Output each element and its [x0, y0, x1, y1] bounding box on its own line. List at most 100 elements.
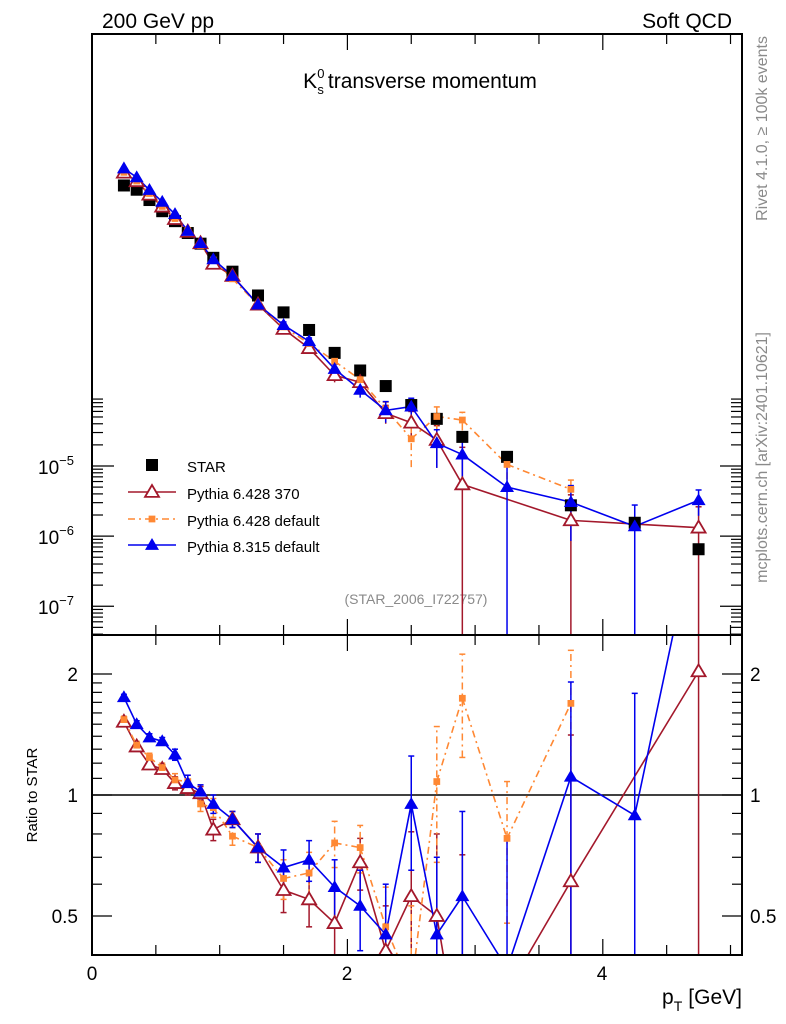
- ratio-tick-label-2-left: 2: [67, 665, 78, 686]
- ratio-point-p8_default: [129, 717, 144, 730]
- title-sub: s: [317, 82, 324, 97]
- ratio-series-line-p6_370: [527, 880, 572, 955]
- legend-label-p6-default: Pythia 6.428 default: [187, 513, 320, 530]
- ratio-point-p8_default: [155, 734, 170, 747]
- main-point-p6_370: [690, 518, 708, 534]
- main-series-line-p8_default: [570, 501, 636, 528]
- ratio-series-line-p6_default: [359, 847, 387, 928]
- ratio-point-p6_370: [428, 907, 446, 922]
- analysis-id: (STAR_2006_I722757): [345, 591, 488, 607]
- x-tick-label-4: 4: [597, 964, 608, 985]
- ratio-point-p6_default: [305, 869, 313, 877]
- x-tick-label-0: 0: [87, 964, 98, 985]
- ratio-point-p6_370: [562, 872, 580, 888]
- ratio-point-p6_default: [158, 764, 166, 771]
- main-point-p8_default: [500, 480, 515, 493]
- main-series-line-p8_default: [461, 453, 508, 488]
- star-data-point: [354, 364, 367, 377]
- star-data-point: [456, 430, 469, 443]
- ratio-point-p6_370: [690, 662, 708, 678]
- x-tick-label-2: 2: [342, 964, 353, 985]
- side-text-bottom: mcplots.cern.ch [arXiv:2401.10621]: [754, 332, 771, 583]
- main-point-p6_default: [331, 357, 339, 365]
- main-point-p8_default: [691, 493, 706, 506]
- main-point-p8_default: [455, 447, 470, 460]
- main-point-p6_default: [503, 461, 511, 468]
- legend-symbol-p6_default: [148, 515, 156, 523]
- ratio-point-p6_370: [140, 755, 159, 771]
- ratio-point-p6_370: [204, 820, 222, 836]
- ratio-point-p8_default: [404, 796, 419, 809]
- ratio-series-line-p6_default: [283, 872, 310, 880]
- legend-symbol-star: [146, 459, 158, 471]
- side-text-top: Rivet 4.1.0, ≥ 100k events: [754, 36, 771, 221]
- header-right: Soft QCD: [642, 10, 732, 33]
- ratio-point-p8_default: [168, 747, 183, 760]
- ratio-series-line-p6_default: [212, 807, 234, 837]
- ratio-point-p6_default: [458, 694, 466, 702]
- legend: STAR Pythia 6.428 370 Pythia 6.428 defau…: [128, 459, 320, 556]
- ratio-point-p6_default: [382, 923, 390, 931]
- main-point-p6_370: [326, 366, 344, 382]
- header-left: 200 GeV pp: [102, 10, 214, 33]
- star-data-point: [252, 289, 265, 302]
- ratio-point-p8_default: [327, 880, 342, 893]
- ratio-series-line-p8_default: [510, 776, 572, 955]
- main-point-p8_default: [627, 519, 642, 532]
- legend-symbol-p6_370: [143, 483, 161, 498]
- main-point-p8_default: [193, 236, 208, 248]
- ratio-point-p8_default: [251, 840, 266, 853]
- main-point-p8_default: [129, 170, 144, 183]
- ratio-point-p6_default: [229, 832, 236, 840]
- ratio-point-p8_default: [193, 784, 208, 797]
- title-sup: 0: [317, 66, 324, 81]
- star-data-point: [692, 543, 705, 556]
- ratio-point-p8_default: [378, 927, 393, 940]
- ratio-series-line-p8_default: [410, 803, 438, 935]
- main-point-p8_default: [225, 268, 240, 281]
- ratio-point-p6_default: [503, 835, 511, 842]
- ratio-tick-label-1-left: 1: [67, 786, 78, 807]
- main-point-p6_default: [433, 413, 441, 420]
- ratio-tick-label-1-right: 1: [750, 786, 761, 807]
- ratio-tick-label-2-right: 2: [750, 665, 761, 686]
- ratio-series-line-p8_default: [633, 635, 674, 816]
- ratio-point-p6_default: [146, 754, 153, 761]
- ratio-series-line-p8_default: [570, 776, 636, 817]
- y-tick-label-1e-6: 10−6: [38, 523, 74, 549]
- ratio-series-line-p6_370: [199, 792, 215, 830]
- star-data-point: [328, 346, 341, 359]
- ratio-point-p8_default: [225, 812, 240, 825]
- main-point-p8_default: [251, 297, 266, 310]
- main-point-p8_default: [116, 161, 131, 174]
- ratio-tick-label-0.5-right: 0.5: [750, 907, 776, 928]
- main-point-p8_default: [206, 252, 221, 265]
- ratio-series-line-p6_default: [461, 698, 508, 839]
- main-point-p6_370: [562, 511, 580, 527]
- ratio-point-p8_default: [429, 927, 444, 940]
- main-point-p6_default: [356, 376, 364, 384]
- main-point-p8_default: [378, 403, 393, 416]
- ratio-series-line-p8_default: [436, 895, 463, 935]
- main-point-p6_default: [567, 485, 575, 493]
- plot-title: K0 s transverse momentum: [303, 66, 537, 97]
- y-tick-label-1e-5: 10−5: [38, 453, 74, 479]
- ratio-point-p8_default: [563, 769, 578, 782]
- main-point-p6_370: [453, 475, 471, 491]
- star-data-point: [277, 306, 290, 319]
- ratio-tick-label-0.5-left: 0.5: [52, 907, 78, 928]
- main-point-p8_default: [563, 495, 578, 508]
- ratio-point-p6_370: [402, 887, 420, 903]
- main-series-line-p8_default: [410, 406, 438, 444]
- star-data-point: [117, 179, 130, 192]
- ratio-series-line-p6_default: [414, 781, 438, 955]
- ratio-point-p6_default: [356, 844, 364, 851]
- ratio-series-line-p6_default: [506, 703, 572, 839]
- main-point-p8_default: [404, 399, 419, 412]
- ratio-point-p6_default: [433, 778, 441, 785]
- ratio-point-p6_default: [133, 741, 141, 749]
- main-point-p6_default: [407, 435, 415, 443]
- ratio-series-line-p6_370: [333, 862, 361, 924]
- ratio-panel-marks: [115, 635, 708, 955]
- ratio-point-p6_default: [331, 839, 339, 847]
